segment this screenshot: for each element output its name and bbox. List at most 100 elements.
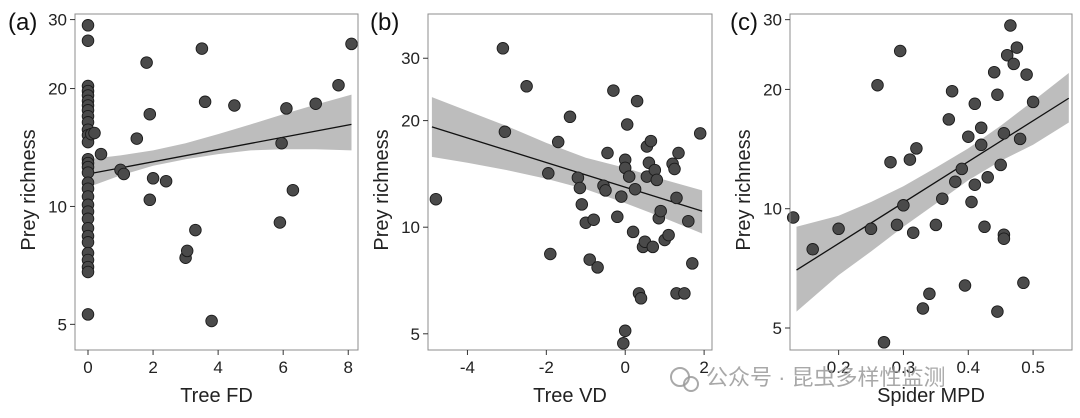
watermark-text: 公众号 · 昆虫多样性监测	[706, 365, 946, 390]
data-point	[997, 232, 1011, 245]
plot-frame	[427, 13, 713, 351]
y-axis-title: Prey richness	[18, 129, 40, 250]
data-point	[573, 181, 587, 195]
data-point	[189, 223, 202, 237]
data-point	[571, 171, 585, 184]
data-point	[286, 183, 300, 197]
data-point	[611, 210, 624, 224]
data-point	[542, 167, 555, 180]
y-tick-label: 30	[48, 11, 67, 30]
data-point	[205, 314, 218, 328]
data-point	[143, 107, 157, 121]
y-tick-label: 20	[763, 80, 782, 99]
data-point	[587, 213, 600, 226]
data-point	[498, 125, 512, 139]
data-point	[140, 56, 153, 69]
data-point	[693, 127, 707, 140]
data-point	[991, 305, 1004, 318]
x-axis-title: Tree FD	[180, 385, 253, 407]
data-point	[1026, 95, 1040, 109]
data-point	[670, 191, 683, 205]
y-tick-label: 10	[48, 197, 67, 216]
data-point	[991, 88, 1004, 101]
y-tick-label: 5	[411, 325, 420, 344]
data-point	[668, 162, 681, 176]
data-point	[929, 218, 943, 232]
data-point	[936, 192, 949, 205]
data-point	[958, 279, 972, 292]
data-point	[942, 113, 956, 126]
x-tick-label: 0	[620, 358, 629, 377]
watermark: 公众号 · 昆虫多样性监测	[670, 365, 946, 392]
x-tick-label: 0	[83, 358, 92, 377]
x-tick-label: -4	[460, 358, 475, 377]
data-point	[968, 178, 982, 191]
data-point	[81, 34, 95, 47]
data-point	[607, 84, 620, 97]
data-point	[630, 94, 644, 108]
data-point	[520, 80, 533, 93]
y-tick-label: 30	[401, 49, 420, 68]
panel-label: (a)	[8, 9, 37, 36]
data-point	[877, 336, 891, 349]
data-point	[575, 198, 589, 211]
data-point	[130, 132, 144, 145]
data-point	[897, 199, 910, 212]
data-point	[273, 216, 287, 229]
data-point	[601, 146, 614, 160]
data-point	[81, 308, 95, 321]
confidence-band	[796, 73, 1069, 312]
data-point	[544, 247, 557, 261]
panel-c: (c) 0.2 0.3 0.4 0.5 5 10 20 30 Spider MPD Prey ric…	[730, 9, 1073, 407]
data-point	[622, 170, 636, 183]
data-point	[945, 84, 959, 98]
data-point	[903, 153, 917, 166]
regression-line	[87, 123, 352, 175]
y-axis-title: Prey richness	[371, 129, 393, 250]
data-point	[615, 190, 628, 203]
data-point	[962, 130, 975, 143]
panel-b: (b) -4 -2 0 2 5 10 20 30 Tree VD Prey richness	[370, 9, 713, 407]
panel-a: (a) 0 2 4 6 8 5 10 20 30 Tree FD Prey richness	[8, 9, 359, 407]
x-axis-title: Tree VD	[533, 385, 607, 407]
data-point	[968, 97, 982, 111]
data-point	[654, 204, 667, 218]
data-point	[591, 261, 604, 274]
y-axis-title: Prey richness	[733, 129, 755, 250]
data-point	[275, 136, 288, 150]
data-point	[965, 195, 978, 209]
wechat-icon	[670, 367, 699, 392]
data-point	[429, 192, 443, 206]
x-axis-title: Spider MPD	[877, 385, 985, 407]
data-point	[786, 211, 800, 224]
data-point	[81, 236, 95, 249]
data-point	[628, 182, 642, 196]
data-point	[94, 147, 108, 161]
x-tick-label: -2	[539, 358, 554, 377]
data-point	[88, 126, 101, 140]
data-point	[617, 337, 630, 350]
data-point	[1020, 68, 1033, 81]
data-point	[117, 167, 131, 181]
data-point	[280, 102, 293, 115]
data-point	[228, 99, 241, 112]
data-point	[906, 226, 920, 239]
y-tick-label: 5	[773, 319, 782, 338]
data-point	[884, 155, 897, 169]
regression-line	[796, 97, 1070, 271]
data-point	[626, 225, 640, 239]
x-tick-label: 0.3	[892, 358, 916, 377]
data-point	[678, 287, 691, 300]
x-tick-label: 2	[699, 358, 708, 377]
data-point	[644, 134, 658, 148]
x-tick-label: 2	[148, 358, 157, 377]
panel-label: (c)	[730, 9, 758, 36]
data-point	[949, 175, 962, 188]
data-point	[345, 37, 358, 51]
y-tick-label: 20	[48, 80, 67, 99]
data-point	[1007, 57, 1020, 71]
data-point	[583, 253, 596, 266]
data-point	[650, 173, 664, 187]
data-point	[686, 257, 699, 270]
data-point	[978, 220, 991, 234]
